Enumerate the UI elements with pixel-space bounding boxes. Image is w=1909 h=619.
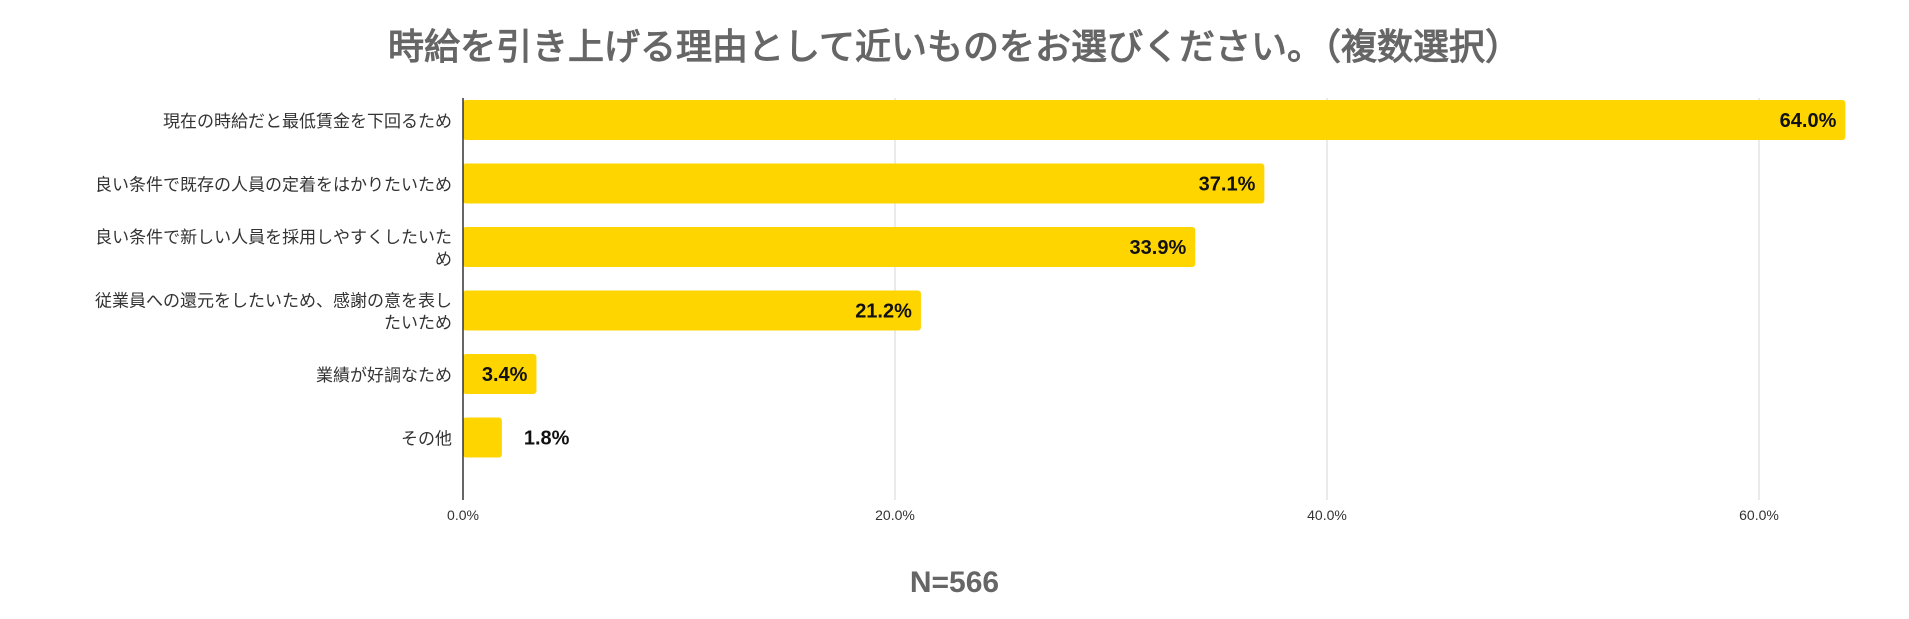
value-label: 64.0% xyxy=(1780,110,1837,132)
category-label: 従業員への還元をしたいため、感謝の意を表したいため xyxy=(95,292,452,334)
sample-size-note: N=566 xyxy=(909,566,1000,599)
gridlines xyxy=(894,98,1760,500)
category-label-line: 良い条件で新しい人員を採用しやすくしたいた xyxy=(95,228,452,248)
x-tick-label: 60.0% xyxy=(1739,507,1779,523)
x-tick-label: 0.0% xyxy=(447,507,479,523)
category-label-line: その他 xyxy=(401,430,452,450)
category-label-line: め xyxy=(435,250,452,270)
category-label-line: 従業員への還元をしたいため、感謝の意を表し xyxy=(95,292,452,312)
value-label: 3.4% xyxy=(482,364,528,386)
category-label: 現在の時給だと最低賃金を下回るため xyxy=(163,112,452,132)
x-tick-label: 40.0% xyxy=(1307,507,1347,523)
category-label-line: 良い条件で既存の人員の定着をはかりたいため xyxy=(95,176,452,196)
value-label: 37.1% xyxy=(1199,174,1256,196)
bar xyxy=(463,163,1265,204)
bar xyxy=(463,100,1846,140)
category-label: その他 xyxy=(401,430,452,450)
category-label: 良い条件で既存の人員の定着をはかりたいため xyxy=(95,176,452,196)
chart-title: 時給を引き上げる理由として近いものをお選びください。（複数選択） xyxy=(388,27,1521,68)
value-labels: 64.0% 37.1% 33.9% 21.2% 3.4% 1.8% xyxy=(482,110,1837,450)
x-tick-label: 20.0% xyxy=(875,507,915,523)
value-label: 21.2% xyxy=(855,301,912,323)
bar xyxy=(463,354,537,394)
bar xyxy=(463,227,1196,267)
value-label: 33.9% xyxy=(1130,237,1187,259)
category-labels: 現在の時給だと最低賃金を下回るため良い条件で既存の人員の定着をはかりたいため良い… xyxy=(95,112,452,450)
x-tick-labels: 0.0% 20.0% 40.0% 60.0% xyxy=(447,507,1779,523)
category-label-line: たいため xyxy=(384,314,452,334)
category-label: 業績が好調なため xyxy=(316,366,452,386)
value-label: 1.8% xyxy=(524,428,570,450)
category-label: 良い条件で新しい人員を採用しやすくしたいため xyxy=(95,228,452,270)
bar xyxy=(463,290,921,331)
category-label-line: 業績が好調なため xyxy=(316,366,452,386)
category-label-line: 現在の時給だと最低賃金を下回るため xyxy=(163,112,452,132)
bars xyxy=(463,100,1846,458)
bar xyxy=(463,417,502,458)
